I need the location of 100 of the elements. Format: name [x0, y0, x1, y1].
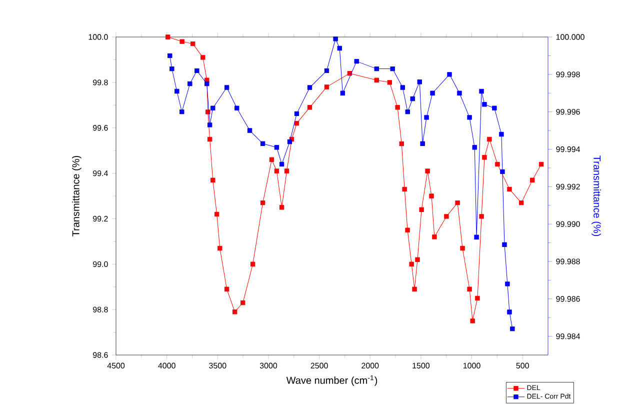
point — [399, 141, 404, 146]
point — [538, 162, 544, 167]
point — [420, 141, 425, 146]
point — [337, 46, 342, 51]
point — [210, 106, 216, 110]
point — [287, 139, 292, 144]
point — [333, 36, 338, 42]
x-axis-title: Wave number (cm$^{-1}$) — [286, 375, 378, 386]
point — [174, 88, 180, 94]
point — [294, 111, 300, 116]
y-tick-label: 98.8 — [93, 306, 108, 312]
y-tick-label: 99.2 — [93, 216, 108, 222]
point — [274, 168, 280, 174]
point — [354, 58, 359, 64]
x-tick-label: 4500 — [107, 362, 125, 368]
point — [180, 109, 184, 114]
point — [210, 178, 216, 182]
point — [247, 128, 252, 133]
point — [194, 68, 200, 74]
point — [240, 300, 246, 306]
y2-tick-label: 99.990 — [556, 221, 580, 227]
point — [374, 78, 379, 83]
point — [417, 80, 422, 84]
point — [260, 141, 266, 146]
point — [260, 200, 266, 206]
point — [402, 186, 407, 192]
y-tick-label: 98.6 — [93, 352, 108, 358]
y2-tick-label: 100.000 — [556, 34, 584, 40]
point — [502, 242, 507, 247]
x-tick-label: 2500 — [310, 362, 328, 368]
point — [279, 205, 284, 210]
point — [168, 53, 172, 58]
point — [474, 234, 479, 240]
x-tick-label: 500 — [516, 362, 529, 368]
y2-tick-label: 99.986 — [556, 296, 580, 302]
point — [409, 262, 414, 266]
point — [410, 96, 415, 102]
y2-tick-label: 99.994 — [556, 146, 580, 152]
point — [530, 178, 535, 182]
point — [505, 282, 510, 286]
point — [472, 145, 477, 150]
point — [165, 34, 170, 40]
point — [424, 115, 429, 120]
point — [400, 85, 405, 90]
x-tick-label: 1500 — [412, 362, 430, 368]
point — [470, 318, 475, 324]
point — [324, 68, 330, 74]
point — [269, 157, 274, 162]
point — [467, 286, 472, 292]
y2-tick-label: 99.988 — [556, 258, 580, 264]
point — [412, 286, 417, 292]
point — [510, 326, 515, 332]
point — [232, 309, 238, 314]
point — [519, 200, 524, 206]
point — [395, 105, 400, 110]
point — [214, 212, 220, 217]
y2-tick-label: 99.996 — [556, 108, 580, 115]
point — [250, 262, 256, 266]
point — [467, 115, 472, 120]
point — [405, 109, 410, 114]
point — [419, 207, 424, 212]
point — [430, 90, 435, 96]
y2-tick-label: 99.998 — [556, 72, 580, 78]
point — [387, 80, 392, 85]
point — [500, 169, 505, 174]
point — [457, 90, 462, 96]
point — [432, 234, 437, 240]
y-axis-title: Transmittance (%) — [72, 156, 82, 236]
point — [460, 246, 465, 251]
point — [200, 55, 206, 60]
point — [190, 41, 196, 46]
point — [170, 66, 174, 72]
point — [444, 214, 449, 219]
point — [425, 168, 430, 174]
point — [324, 84, 330, 90]
point — [207, 136, 212, 142]
point — [279, 162, 284, 167]
x-tick-label: 3000 — [260, 362, 278, 368]
point — [487, 136, 492, 142]
y2-tick-label: 99.992 — [556, 184, 580, 190]
point — [224, 85, 230, 90]
y-tick-label: 99.6 — [93, 125, 108, 131]
point — [492, 106, 497, 110]
y2-axis-title: Transmittance (%) — [592, 156, 601, 236]
point — [415, 257, 420, 262]
point — [482, 102, 487, 107]
point — [479, 88, 484, 94]
point — [507, 186, 512, 192]
point — [455, 200, 460, 206]
y-tick-label: 99.0 — [93, 261, 108, 267]
y-tick-label: 99.8 — [93, 80, 108, 86]
point — [447, 72, 452, 77]
point — [405, 228, 410, 232]
y-tick-label: 99.4 — [93, 170, 108, 176]
point — [274, 145, 280, 150]
point — [482, 155, 487, 160]
x-tick-label: 2000 — [362, 362, 379, 368]
point — [479, 214, 484, 219]
point — [499, 132, 504, 137]
point — [340, 90, 346, 96]
